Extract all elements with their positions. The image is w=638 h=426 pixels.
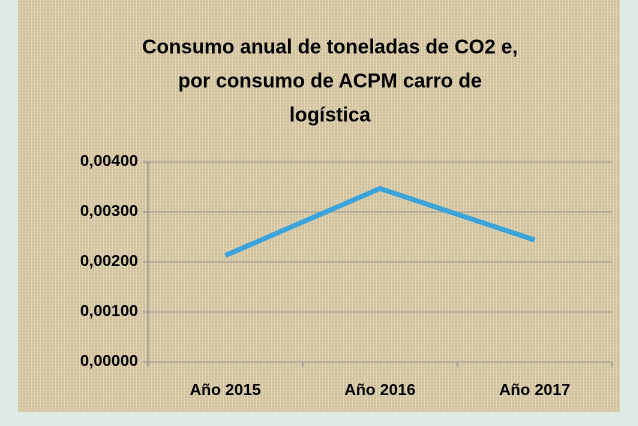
title-line: Consumo anual de toneladas de CO2 e, — [142, 36, 518, 58]
chart-title: Consumo anual de toneladas de CO2 e, por … — [142, 36, 518, 126]
y-tick-label: 0,00300 — [80, 203, 138, 220]
chart-background — [18, 0, 620, 412]
line-series — [224, 186, 536, 258]
y-tick-label: 0,00400 — [80, 153, 138, 170]
x-tick-label: Año 2017 — [499, 382, 570, 399]
y-tick-label: 0,00000 — [80, 353, 138, 370]
title-line: por consumo de ACPM carro de — [178, 70, 482, 92]
x-tick-label: Año 2015 — [190, 382, 261, 399]
y-tick-label: 0,00200 — [80, 253, 138, 270]
x-tick-label: Año 2016 — [344, 382, 415, 399]
y-tick-label: 0,00100 — [80, 303, 138, 320]
title-line: logística — [289, 104, 371, 126]
